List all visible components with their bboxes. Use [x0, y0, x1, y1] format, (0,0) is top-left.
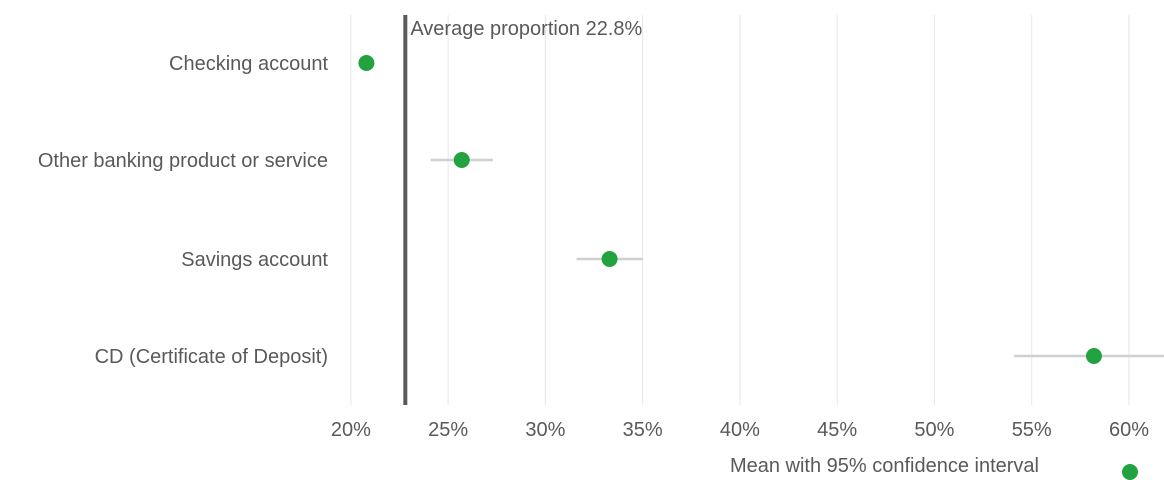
average-reference-label: Average proportion 22.8% [410, 18, 642, 40]
x-tick-label: 40% [720, 419, 760, 441]
category-label: Savings account [181, 249, 328, 271]
x-tick-label: 30% [525, 419, 565, 441]
x-tick-label: 45% [817, 419, 857, 441]
legend: Mean with 95% confidence interval [730, 455, 1138, 480]
category-label: Checking account [169, 53, 328, 75]
x-axis-ticks: 20% 25% 30% 35% 40% 45% 50% 55% 60% [331, 419, 1149, 441]
x-tick-label: 50% [914, 419, 954, 441]
legend-label: Mean with 95% confidence interval [730, 455, 1039, 477]
grid-lines [350, 15, 1130, 405]
category-label: CD (Certificate of Deposit) [95, 346, 328, 368]
confidence-intervals [430, 158, 1164, 358]
category-label: Other banking product or service [38, 150, 328, 172]
x-tick-label: 55% [1012, 419, 1052, 441]
mean-point [453, 152, 470, 168]
mean-point [358, 55, 375, 71]
x-tick-label: 20% [331, 419, 371, 441]
x-tick-label: 35% [623, 419, 663, 441]
x-tick-label: 60% [1109, 419, 1149, 441]
legend-marker [1122, 464, 1138, 480]
mean-points [358, 55, 1102, 364]
x-tick-label: 25% [428, 419, 468, 441]
category-labels: Checking account Other banking product or… [38, 53, 329, 368]
mean-point [1085, 348, 1102, 364]
mean-point [601, 251, 618, 267]
